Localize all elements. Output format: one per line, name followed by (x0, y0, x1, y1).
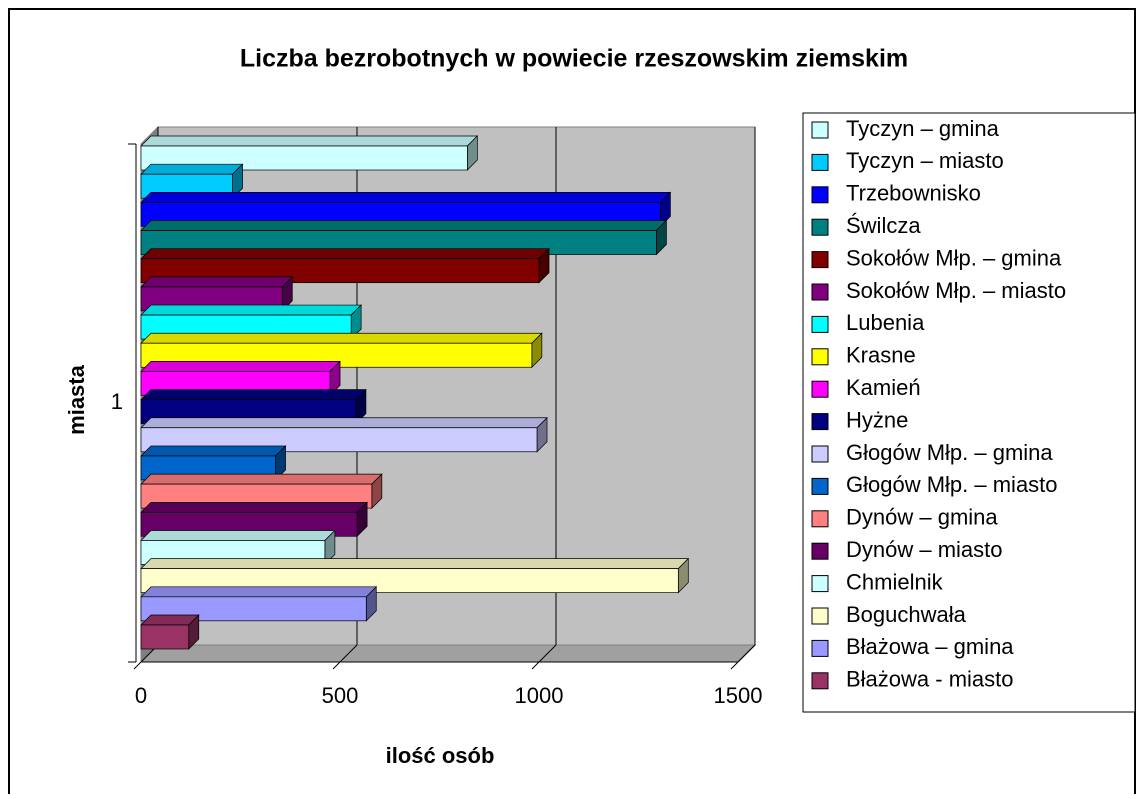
legend-label: Dynów – miasto (846, 537, 1003, 562)
x-tick-label: 500 (322, 683, 359, 708)
bar-top (140, 530, 336, 541)
legend-label: Głogów Młp. – gmina (846, 440, 1053, 465)
x-tick-label: 1000 (515, 683, 564, 708)
grid-line-floor (538, 644, 557, 663)
bar-top (140, 220, 668, 231)
y-axis-label: miasta (64, 364, 89, 434)
bar-top (140, 332, 543, 344)
bar-top (140, 192, 672, 203)
x-tick (730, 661, 739, 670)
bar-top (140, 135, 479, 147)
chart-title: Liczba bezrobotnych w powiecie rzeszowsk… (240, 45, 908, 73)
floor (139, 644, 757, 663)
bar (140, 145, 468, 171)
legend-label: Krasne (846, 343, 916, 368)
legend-swatch (811, 251, 829, 269)
legend-label: Tyczyn – miasto (846, 148, 1004, 173)
x-tick (332, 661, 341, 670)
legend-swatch (811, 283, 829, 301)
legend-swatch (811, 348, 829, 366)
legend-swatch (811, 413, 829, 431)
bar-top (140, 389, 367, 400)
legend-swatch (811, 445, 829, 463)
bar-top (140, 558, 690, 569)
legend-swatch (811, 639, 829, 657)
legend-label: Hyżne (846, 407, 908, 432)
bar (140, 258, 540, 284)
bar-top (140, 248, 550, 260)
legend (802, 112, 1136, 713)
legend-label: Sokołów Młp. – miasto (846, 278, 1066, 303)
legend-label: Błażowa - miasto (846, 667, 1014, 692)
legend-swatch (811, 477, 829, 495)
legend-label: Dynów – gmina (846, 505, 998, 530)
legend-swatch (811, 153, 829, 171)
legend-label: Chmielnik (846, 569, 944, 594)
bar-top (140, 304, 362, 316)
bar-top (140, 417, 548, 429)
bar-top (140, 361, 341, 372)
legend-label: Świlcza (846, 213, 921, 238)
bar (140, 624, 190, 650)
legend-swatch (811, 607, 829, 625)
legend-swatch (811, 542, 829, 560)
legend-swatch (811, 672, 829, 690)
legend-label: Kamień (846, 375, 921, 400)
x-tick (133, 661, 142, 670)
bar-top (140, 445, 287, 457)
legend-label: Błażowa – gmina (846, 634, 1014, 659)
bar-top (140, 501, 368, 513)
y-tick-label: 1 (111, 389, 123, 414)
x-axis-back (737, 644, 756, 663)
legend-label: Lubenia (846, 310, 925, 335)
bar-top (140, 276, 294, 288)
legend-swatch (811, 186, 829, 204)
legend-swatch (811, 121, 829, 139)
x-tick-label: 0 (135, 683, 147, 708)
legend-label: Głogów Młp. – miasto (846, 472, 1058, 497)
legend-swatch (811, 575, 829, 593)
legend-label: Sokołów Młp. – gmina (846, 245, 1062, 270)
x-tick (531, 661, 540, 670)
legend-label: Boguchwała (846, 602, 967, 627)
legend-swatch (811, 218, 829, 236)
legend-label: Trzebownisko (846, 181, 981, 206)
legend-swatch (811, 510, 829, 528)
legend-swatch (811, 380, 829, 398)
bar-top (140, 473, 383, 485)
bar-top (140, 586, 378, 598)
x-tick-label: 1500 (714, 683, 763, 708)
x-axis-label: ilość osób (386, 743, 495, 768)
legend-swatch (811, 315, 829, 333)
legend-label: Tyczyn – gmina (846, 116, 1000, 141)
bar-top (140, 163, 244, 175)
grid-line-floor (339, 644, 358, 663)
